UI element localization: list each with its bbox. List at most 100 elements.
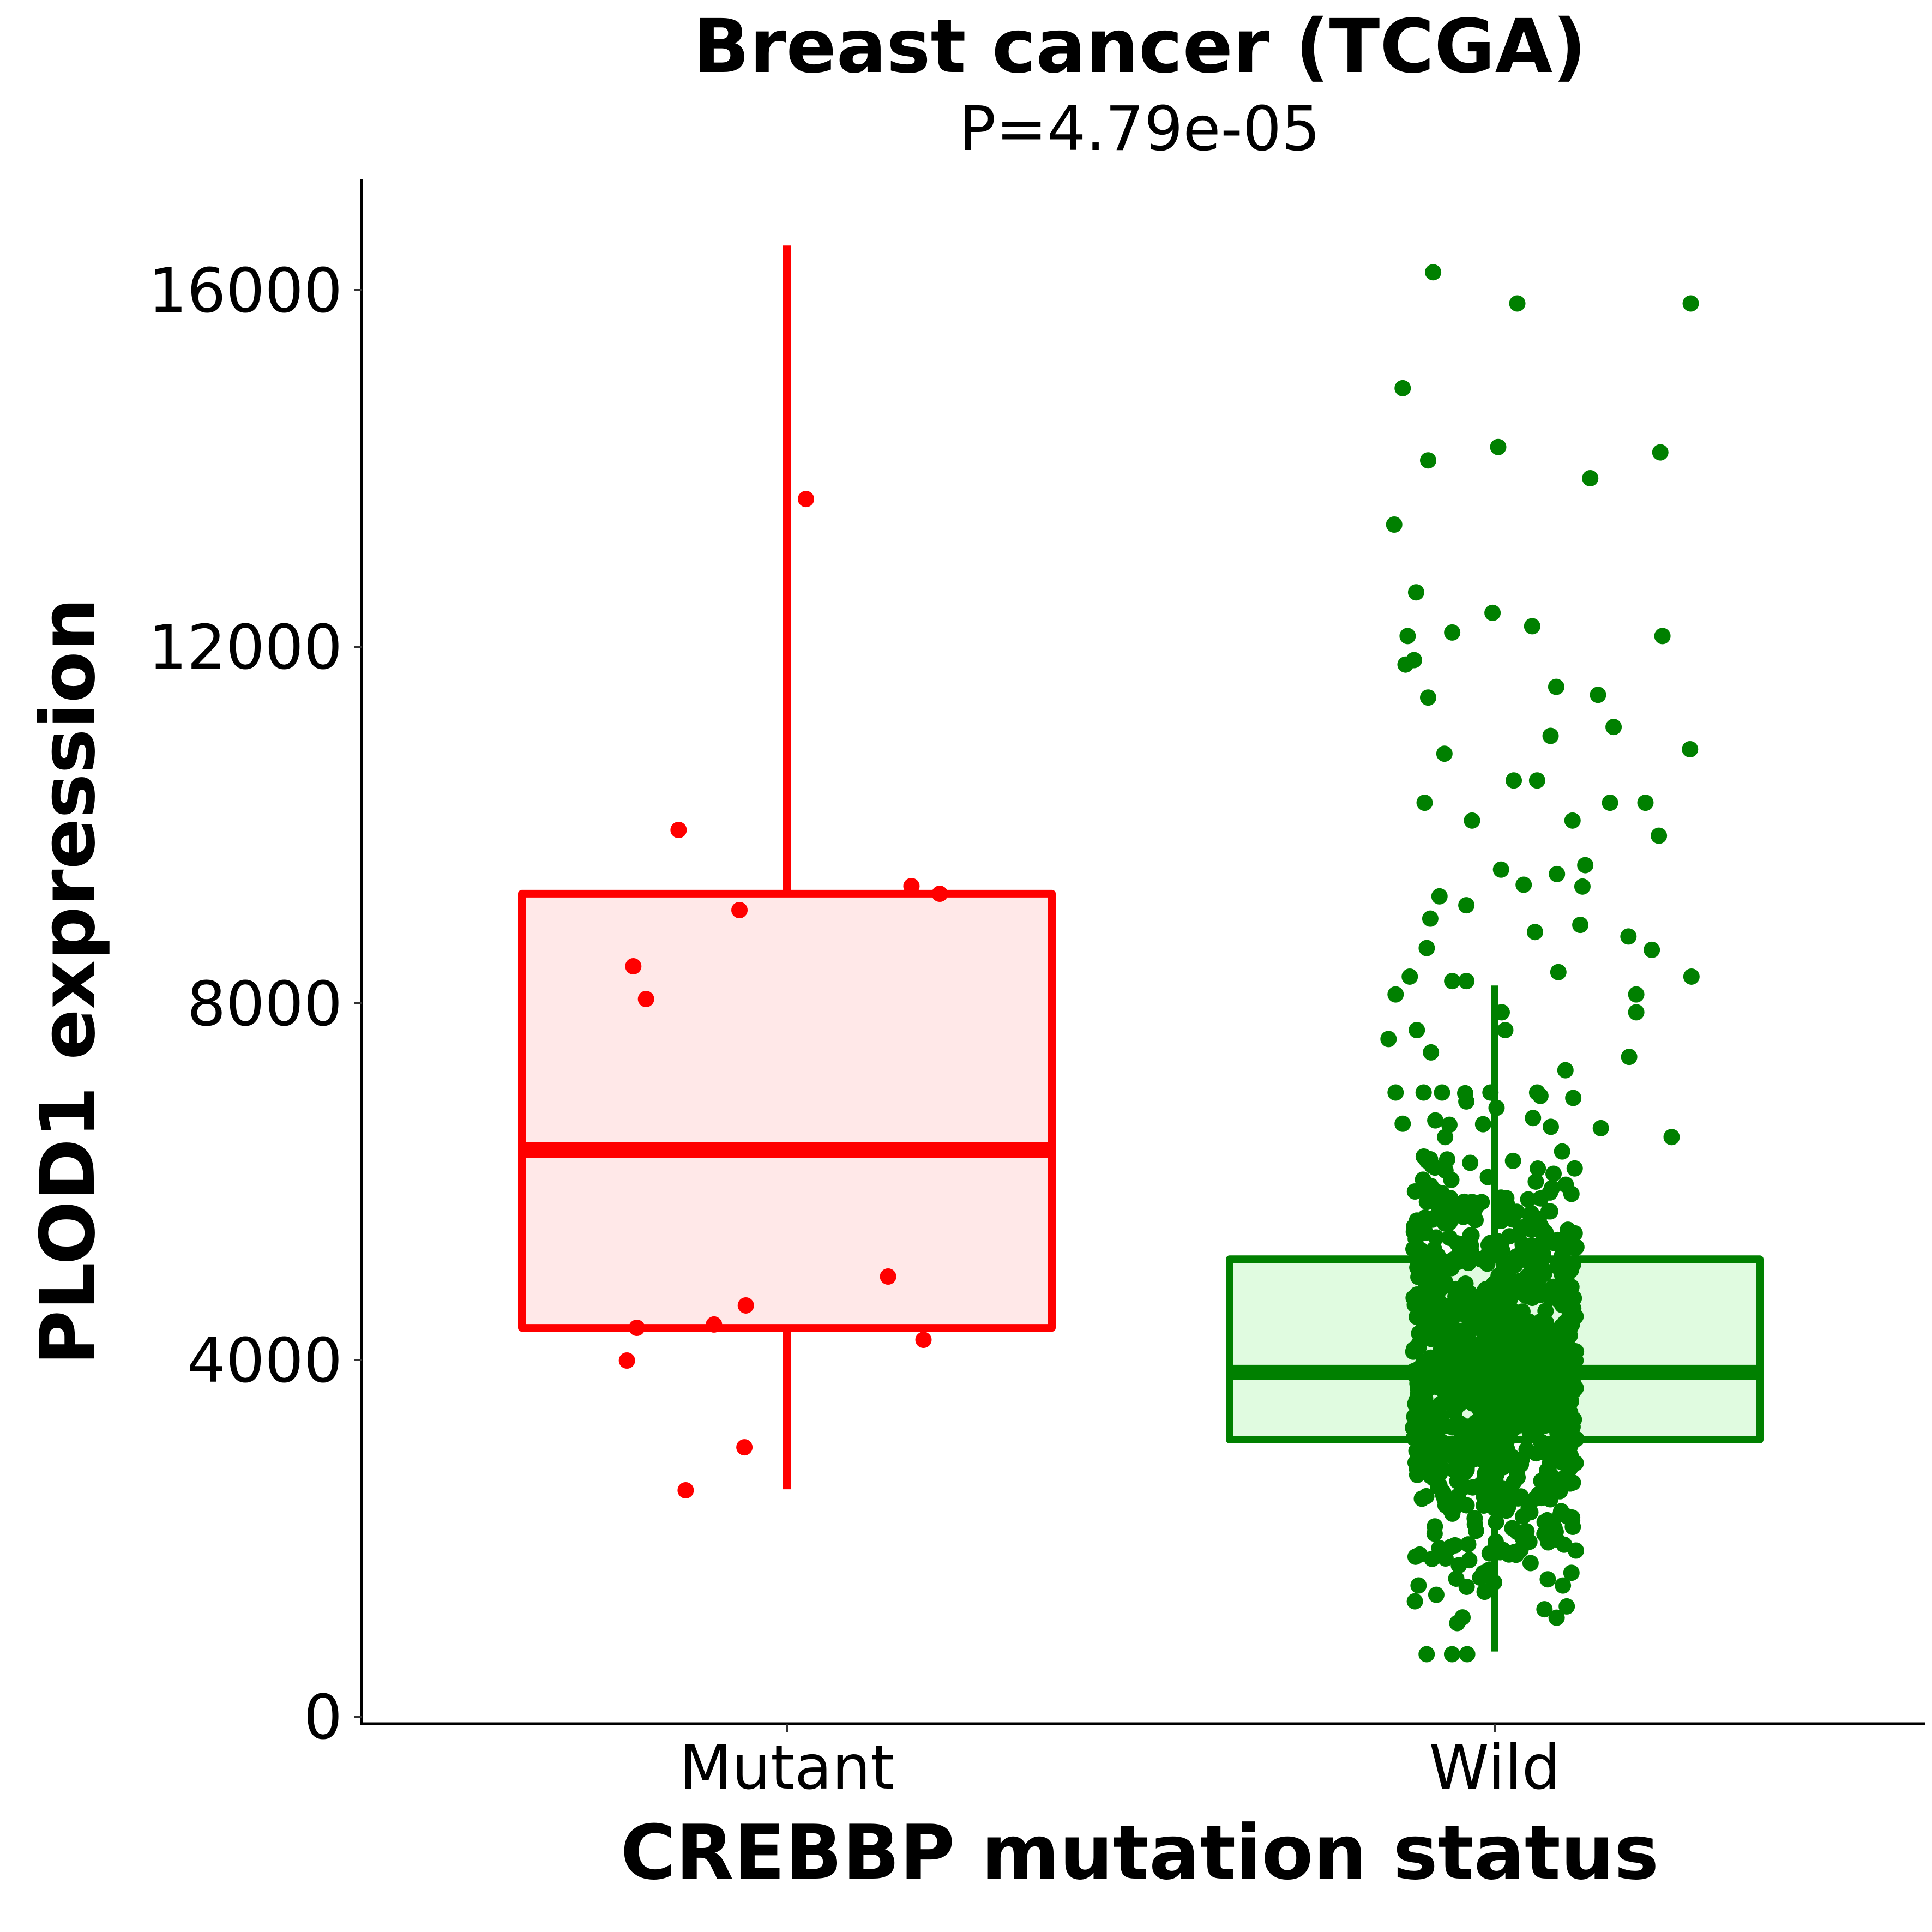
data-point xyxy=(1564,812,1581,829)
data-point xyxy=(1555,1283,1572,1299)
data-point xyxy=(1557,1394,1574,1411)
data-point xyxy=(1620,928,1637,945)
data-point xyxy=(1443,1171,1460,1188)
data-point xyxy=(1458,973,1475,990)
data-point xyxy=(1548,1609,1565,1626)
data-point xyxy=(1498,1404,1515,1421)
y-tick-label: 4000 xyxy=(187,1326,342,1397)
data-point xyxy=(1533,1443,1550,1460)
data-point xyxy=(1554,1143,1570,1160)
data-point xyxy=(1489,1452,1506,1469)
data-point xyxy=(1549,865,1566,882)
data-point xyxy=(1431,1396,1448,1413)
data-point xyxy=(1458,897,1475,914)
data-point xyxy=(1405,1419,1422,1436)
data-point xyxy=(1564,1474,1581,1491)
data-point xyxy=(1466,1510,1483,1527)
data-point xyxy=(1654,628,1671,645)
data-point xyxy=(1436,745,1453,762)
data-point xyxy=(1527,1490,1544,1507)
data-point xyxy=(1479,1169,1496,1185)
data-point xyxy=(1441,1116,1458,1133)
data-point xyxy=(1480,1562,1497,1579)
data-point xyxy=(1419,689,1436,706)
data-point xyxy=(1446,1387,1463,1404)
data-point xyxy=(1541,1456,1558,1473)
data-point xyxy=(1467,1212,1484,1229)
data-point xyxy=(1425,264,1442,281)
data-point xyxy=(1386,516,1403,533)
data-point xyxy=(798,491,815,508)
data-point xyxy=(1651,827,1668,844)
data-point xyxy=(1520,1191,1537,1208)
data-point xyxy=(1567,1343,1584,1359)
data-point xyxy=(1430,1189,1447,1206)
data-point xyxy=(1462,1154,1479,1171)
data-point xyxy=(1564,1512,1581,1529)
data-point xyxy=(1409,1022,1425,1039)
data-point xyxy=(1542,1118,1559,1135)
data-point xyxy=(1443,1206,1460,1223)
y-tick-label: 16000 xyxy=(148,256,342,327)
data-point xyxy=(1512,1222,1529,1239)
data-point xyxy=(731,901,748,918)
data-point xyxy=(915,1332,932,1349)
data-point xyxy=(1522,1555,1539,1572)
data-point xyxy=(1486,1323,1503,1340)
data-point xyxy=(1427,1112,1444,1129)
data-point xyxy=(1468,1379,1485,1396)
y-tick-label: 0 xyxy=(304,1682,342,1753)
data-point xyxy=(1394,1115,1411,1132)
data-point xyxy=(1540,1534,1557,1551)
data-point xyxy=(1542,1346,1558,1363)
data-point xyxy=(1530,1160,1546,1177)
data-point xyxy=(1515,876,1532,893)
data-point xyxy=(1417,1209,1434,1226)
box-group-mutant xyxy=(518,245,1056,1499)
data-point xyxy=(1682,295,1699,312)
data-point xyxy=(1509,1469,1526,1486)
data-point xyxy=(1406,1593,1423,1610)
data-point xyxy=(1437,1497,1454,1514)
data-point xyxy=(1512,1320,1529,1337)
data-point xyxy=(931,886,948,902)
data-point xyxy=(1418,1417,1435,1434)
data-point xyxy=(737,1297,754,1314)
data-point xyxy=(1486,1574,1503,1591)
data-point xyxy=(1574,878,1591,895)
data-point xyxy=(1380,1031,1397,1048)
data-point xyxy=(1490,438,1507,455)
data-point xyxy=(1387,986,1404,1003)
data-point xyxy=(1652,444,1669,461)
data-point xyxy=(1493,1004,1510,1021)
data-point xyxy=(1492,861,1509,878)
x-tick-label-mutant: Mutant xyxy=(679,1732,894,1803)
data-point xyxy=(1528,772,1545,789)
data-point xyxy=(1628,986,1645,1003)
data-point xyxy=(1550,964,1567,980)
data-point xyxy=(1565,1382,1582,1399)
data-point xyxy=(1498,1195,1515,1212)
data-point xyxy=(1435,1484,1452,1501)
data-point xyxy=(1444,624,1461,641)
data-point xyxy=(1499,1297,1516,1314)
data-point xyxy=(1444,973,1461,990)
data-point xyxy=(1429,1247,1446,1264)
data-point xyxy=(1449,1419,1466,1436)
data-point xyxy=(1496,1271,1513,1287)
data-point xyxy=(1566,1160,1583,1177)
data-point xyxy=(1516,1407,1533,1424)
x-axis-ticks: Mutant Wild xyxy=(679,1724,1561,1803)
data-point xyxy=(1682,741,1699,758)
data-point xyxy=(1416,795,1433,811)
data-point xyxy=(1410,1577,1427,1594)
data-point xyxy=(1555,1577,1572,1594)
data-point xyxy=(1426,1525,1443,1542)
data-point xyxy=(1419,452,1436,469)
data-point xyxy=(1484,604,1501,621)
data-point xyxy=(1557,1062,1574,1079)
data-point xyxy=(1415,1321,1431,1338)
data-point xyxy=(1492,1238,1509,1255)
data-point xyxy=(1520,1503,1537,1520)
